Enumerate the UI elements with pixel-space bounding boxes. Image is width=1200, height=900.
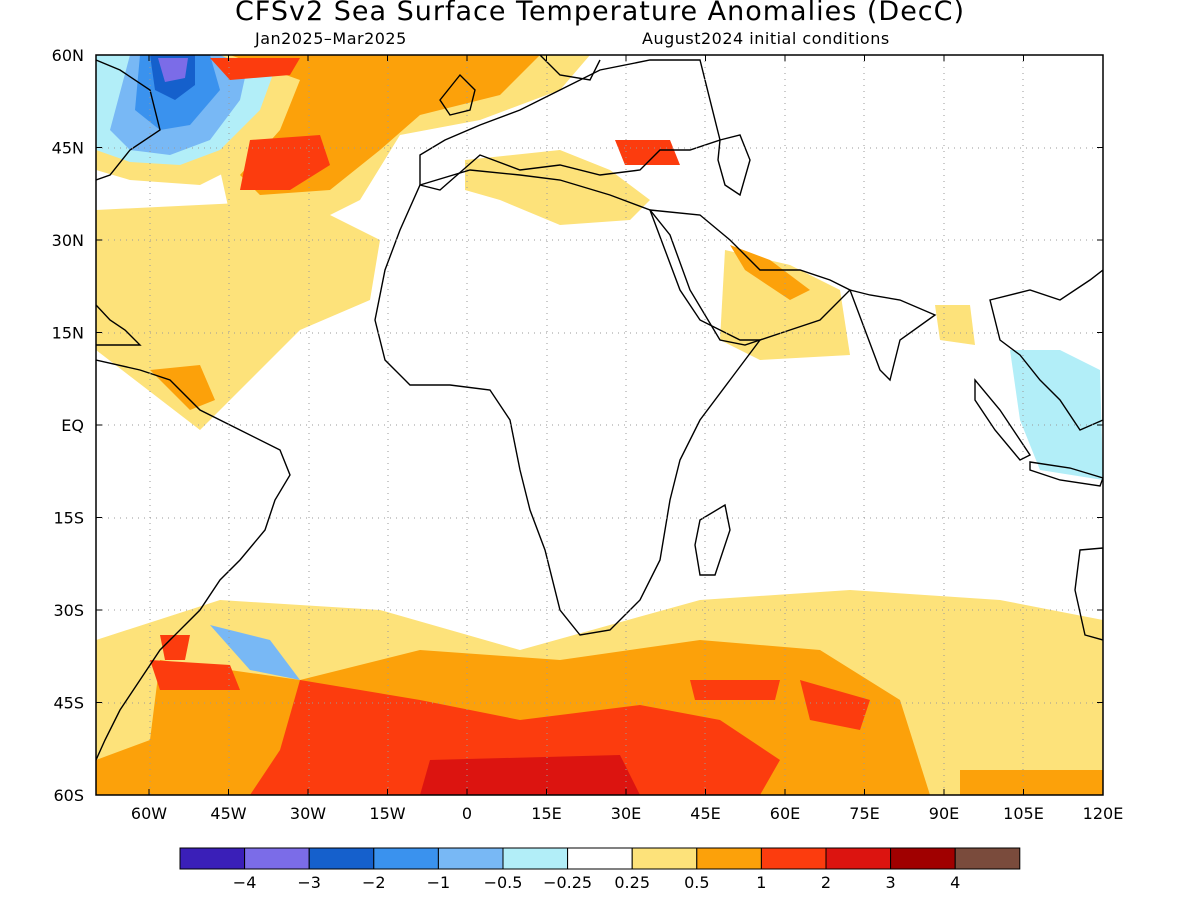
anomaly-region: [615, 140, 680, 165]
map-title: CFSv2 Sea Surface Temperature Anomalies …: [234, 0, 966, 27]
coastline-java: [1029, 461, 1103, 487]
colorbar-label: −4: [233, 873, 257, 892]
coastline-australia: [1074, 547, 1103, 641]
colorbar-swatch: [890, 847, 956, 870]
anomaly-region: [240, 135, 330, 190]
lon-tick-label: 0: [462, 804, 472, 823]
anomaly-region: [150, 660, 240, 690]
coastline-central-america: [96, 304, 142, 346]
lat-tick-label: EQ: [61, 416, 84, 435]
anomaly-region: [96, 200, 380, 430]
colorbar-label: −0.5: [484, 873, 523, 892]
lat-tick-label: 30N: [52, 231, 84, 250]
lon-tick-label: 45E: [690, 804, 720, 823]
coastline-britain: [439, 73, 476, 116]
lon-tick-label: 30W: [290, 804, 326, 823]
coastline-europe: [419, 59, 721, 191]
forecast-period: Jan2025–Mar2025: [255, 29, 407, 48]
lon-tick-label: 15E: [531, 804, 561, 823]
lat-tick-label: 15S: [53, 509, 84, 528]
anomaly-region: [250, 680, 780, 795]
colorbar-swatch: [825, 847, 892, 870]
coastline-sumatra: [974, 378, 1032, 461]
lon-tick-label: 60E: [770, 804, 800, 823]
colorbar-swatch: [373, 847, 439, 870]
colorbar-label: 0.5: [684, 873, 709, 892]
initial-conditions: August2024 initial conditions: [642, 29, 890, 48]
anomaly-region: [960, 770, 1103, 795]
coastline-se-asia: [989, 269, 1103, 431]
lat-tick-label: 60N: [52, 46, 84, 65]
lat-tick-label: 15N: [52, 324, 84, 343]
colorbar-swatch: [954, 847, 1021, 870]
colorbar-swatch: [179, 847, 246, 870]
anomaly-region: [150, 365, 215, 410]
colorbar-swatch: [631, 847, 698, 870]
coastline-madagascar: [694, 503, 731, 576]
anomaly-region: [465, 150, 650, 225]
anomaly-field: [96, 55, 1103, 795]
colorbar-label: 3: [886, 873, 896, 892]
colorbar-swatch: [696, 847, 762, 870]
colorbar-label: 2: [821, 873, 831, 892]
lon-tick-label: 75E: [849, 804, 879, 823]
coastline-india: [848, 288, 937, 382]
coastline-arabia: [648, 209, 852, 341]
anomaly-region: [158, 58, 188, 82]
anomaly-region: [720, 250, 850, 360]
anomaly-region: [800, 680, 870, 730]
colorbar-swatch: [437, 847, 504, 870]
anomaly-region: [160, 635, 190, 660]
coastline-greenland: [539, 55, 601, 81]
colorbar-label: 1: [756, 873, 766, 892]
anomaly-region: [210, 58, 300, 80]
colorbar-swatch: [244, 847, 310, 870]
anomaly-region: [690, 680, 780, 700]
anomaly-region: [935, 305, 975, 345]
anomaly-region: [210, 625, 300, 680]
lon-tick-label: 60W: [131, 804, 167, 823]
coastline-africa: [374, 169, 762, 636]
lon-tick-label: 105E: [1003, 804, 1044, 823]
colorbar-label: −1: [427, 873, 451, 892]
colorbar-label: −2: [362, 873, 386, 892]
anomaly-region: [1010, 350, 1103, 480]
lon-tick-label: 30E: [611, 804, 641, 823]
colorbar-label: 4: [950, 873, 960, 892]
lon-tick-label: 15W: [369, 804, 405, 823]
lat-tick-label: 30S: [53, 601, 84, 620]
anomaly-region: [420, 755, 640, 795]
colorbar-swatch: [567, 847, 633, 870]
coastlines: [96, 55, 1103, 761]
lat-tick-label: 60S: [53, 786, 84, 805]
colorbar-label: −3: [297, 873, 321, 892]
colorbar-swatch: [502, 847, 569, 870]
lon-tick-label: 45W: [210, 804, 246, 823]
lat-tick-label: 45S: [53, 694, 84, 713]
colorbar-label: 0.25: [614, 873, 650, 892]
colorbar-label: −0.25: [543, 873, 592, 892]
anomaly-region: [730, 245, 810, 300]
colorbar-swatch: [760, 847, 827, 870]
colorbar-swatch: [308, 847, 375, 870]
colorbar: −4 −3 −2 −1 −0.5 −0.25 0.25 0.5 1 2 3 4: [179, 847, 1021, 892]
axis-ticks: 60W 45W 30W 15W 0 15E 30E 45E 60E 75E 90E 105E 120E 6…: [52, 46, 1124, 823]
lon-tick-label: 120E: [1083, 804, 1124, 823]
lon-tick-label: 90E: [929, 804, 959, 823]
coastline-south-america: [96, 359, 291, 761]
coastline-caspian: [717, 134, 751, 197]
coastline-north-america: [96, 59, 161, 181]
lat-tick-label: 45N: [52, 139, 84, 158]
